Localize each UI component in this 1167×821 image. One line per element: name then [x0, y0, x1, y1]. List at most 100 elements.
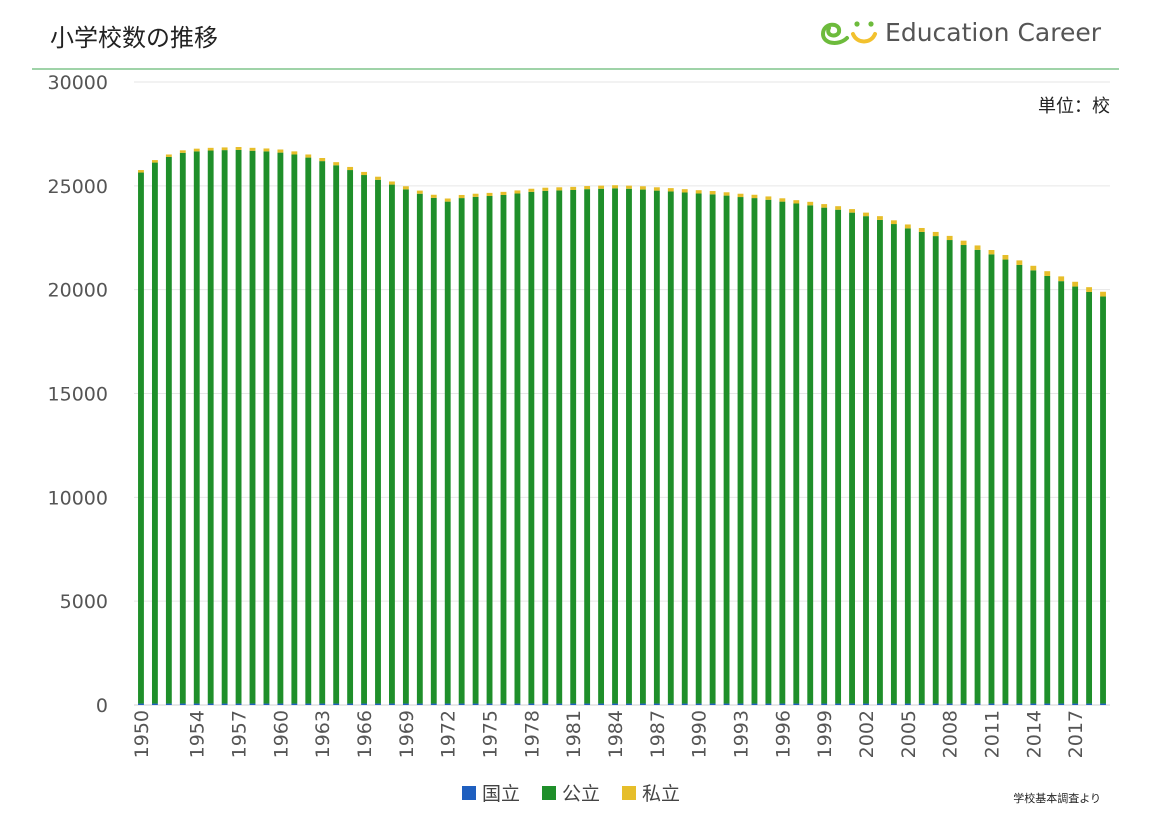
education-career-logo-icon [821, 21, 878, 45]
bar-1968-公立 [389, 184, 395, 704]
bar-1970-公立 [416, 193, 423, 704]
bar-1981-公立 [570, 189, 577, 704]
bar-1963-国立 [319, 703, 326, 705]
bar-1967-公立 [375, 179, 381, 704]
bar-1958-公立 [249, 150, 256, 704]
bar-1970-国立 [416, 703, 423, 705]
bar-1986-私立 [639, 186, 646, 190]
bar-1990-公立 [695, 193, 702, 704]
bar-1950-国立 [138, 703, 144, 705]
bar-1989-私立 [681, 189, 688, 193]
bar-2012-公立 [1002, 259, 1009, 704]
bar-1972-私立 [444, 198, 451, 202]
bar-2017-国立 [1072, 703, 1079, 705]
bar-2006-国立 [918, 703, 925, 705]
x-tick-label: 1999 [814, 710, 836, 758]
bar-1973-公立 [458, 198, 465, 704]
bar-2004-国立 [890, 703, 897, 705]
bar-1997-公立 [793, 203, 800, 704]
bar-1983-国立 [598, 703, 605, 705]
bar-2019-公立 [1100, 296, 1106, 704]
bar-1963-私立 [319, 158, 326, 162]
bar-1966-国立 [361, 703, 367, 705]
bar-1958-私立 [249, 147, 256, 151]
bar-1983-公立 [598, 188, 605, 704]
y-tick-label: 10000 [48, 487, 108, 509]
y-tick-label: 5000 [60, 591, 108, 613]
bar-1968-私立 [389, 181, 395, 185]
bar-1993-公立 [737, 197, 744, 704]
bar-2007-公立 [932, 236, 939, 704]
bar-1960-私立 [277, 149, 284, 153]
bar-1998-私立 [807, 201, 814, 206]
bar-2011-公立 [988, 254, 995, 704]
bar-1978-私立 [528, 188, 535, 192]
bar-1994-公立 [751, 198, 758, 704]
bar-1961-公立 [291, 154, 298, 704]
bar-1963-公立 [319, 161, 326, 704]
bar-2015-私立 [1044, 271, 1051, 276]
bar-1977-国立 [514, 703, 521, 705]
bar-1959-国立 [263, 703, 270, 705]
bar-2005-公立 [904, 228, 911, 704]
page-title: 小学校数の推移 [50, 24, 218, 52]
bar-1957-私立 [235, 146, 242, 150]
x-tick-label: 2005 [898, 710, 920, 758]
bar-1964-国立 [333, 703, 340, 705]
bar-1983-私立 [598, 185, 605, 189]
bar-2000-公立 [835, 209, 842, 704]
bar-1959-私立 [263, 148, 270, 152]
bar-1972-公立 [444, 201, 451, 704]
bar-1976-国立 [500, 703, 507, 705]
bar-2018-国立 [1086, 703, 1093, 705]
y-tick-label: 20000 [48, 280, 108, 302]
brand-logo: Education Career [817, 14, 1101, 50]
bar-1993-国立 [737, 703, 744, 705]
bar-1952-私立 [165, 154, 172, 157]
bar-2012-国立 [1002, 703, 1009, 705]
bar-1951-国立 [151, 703, 158, 705]
bar-1998-公立 [807, 205, 814, 704]
bar-1995-公立 [765, 199, 772, 704]
bar-1980-公立 [556, 190, 563, 704]
x-tick-label: 1987 [647, 710, 669, 758]
bar-1982-公立 [584, 189, 591, 704]
bar-1958-国立 [249, 703, 256, 705]
x-tick-label: 1990 [689, 710, 711, 758]
bar-1956-公立 [221, 150, 228, 704]
bar-1989-公立 [681, 192, 688, 704]
bar-1982-私立 [584, 186, 591, 190]
bar-1987-公立 [653, 190, 660, 704]
bar-1965-公立 [347, 170, 354, 704]
bar-1979-国立 [542, 703, 549, 705]
y-tick-label: 15000 [48, 384, 108, 406]
bar-2008-私立 [946, 235, 953, 241]
bar-1966-私立 [361, 171, 367, 176]
bar-1971-国立 [430, 703, 437, 705]
bar-1967-私立 [375, 176, 381, 180]
bar-2014-国立 [1030, 703, 1037, 705]
bar-1955-公立 [207, 150, 214, 704]
bar-1969-私立 [402, 186, 409, 190]
x-tick-label: 2017 [1065, 710, 1087, 758]
bar-1998-国立 [807, 703, 814, 705]
bar-2016-公立 [1058, 281, 1065, 704]
bar-1993-私立 [737, 193, 744, 198]
bar-1952-公立 [165, 156, 172, 704]
bar-1991-国立 [709, 703, 716, 705]
bar-1959-公立 [263, 151, 270, 704]
bar-1997-国立 [793, 703, 800, 705]
bar-1976-公立 [500, 194, 507, 704]
bar-1991-公立 [709, 194, 716, 704]
bar-2002-私立 [863, 212, 869, 217]
bar-2019-国立 [1100, 703, 1106, 705]
bar-1992-私立 [723, 192, 730, 196]
bar-1960-公立 [277, 152, 284, 704]
bar-2001-公立 [849, 212, 855, 704]
bar-1997-私立 [793, 200, 800, 204]
bar-1977-公立 [514, 193, 521, 704]
bar-1950-公立 [138, 172, 144, 704]
brand-name: Education Career [885, 17, 1101, 47]
bar-1950-私立 [138, 170, 144, 173]
bar-2015-公立 [1044, 275, 1051, 704]
